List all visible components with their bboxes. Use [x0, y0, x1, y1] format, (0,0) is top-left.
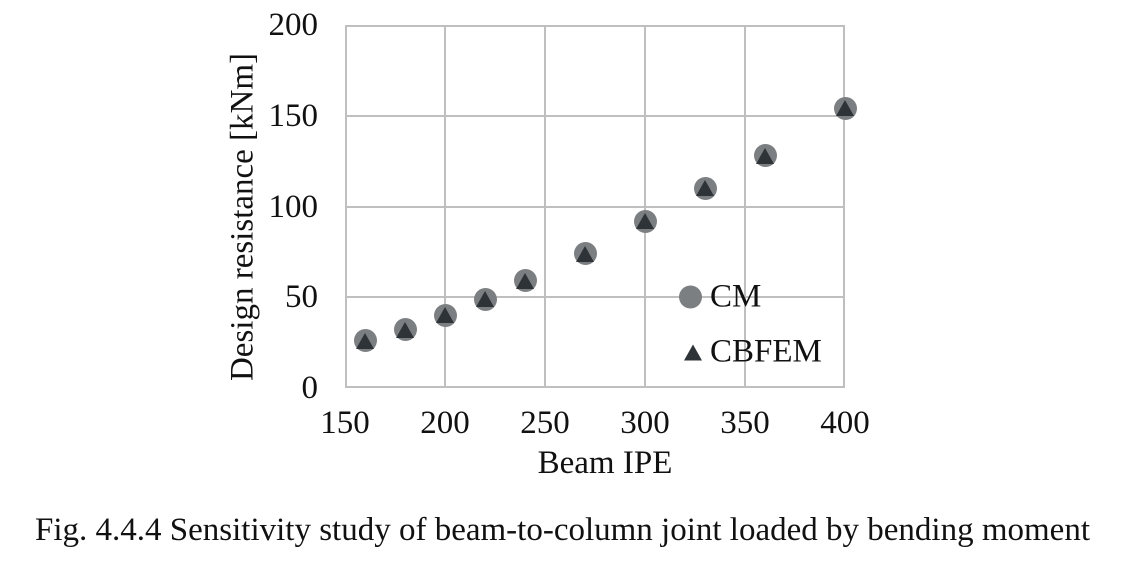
y-tick-label: 50 — [285, 279, 318, 316]
scatter-chart: Design resistance [kNm] Beam IPE 0 50 100 1… — [225, 7, 870, 481]
y-tick-label: 100 — [268, 188, 319, 225]
cbfem-triangle-icon — [684, 344, 702, 360]
cbfem-data-point — [576, 245, 594, 262]
x-tick-label: 400 — [820, 405, 870, 441]
x-tick-label: 300 — [620, 405, 670, 441]
cbfem-data-point — [696, 180, 714, 197]
legend-label-cbfem: CBFEM — [710, 333, 822, 370]
x-tick-label: 200 — [420, 405, 470, 441]
y-tick-label: 200 — [268, 7, 319, 43]
figure-caption: Fig. 4.4.4 Sensitivity study of beam-to-… — [35, 512, 1090, 548]
y-tick-label: 0 — [301, 370, 319, 406]
gridline-horizontal — [345, 296, 845, 299]
x-axis-title: Beam IPE — [537, 445, 673, 481]
legend-item-cbfem: CBFEM — [684, 334, 822, 371]
cbfem-data-point — [436, 307, 454, 324]
cbfem-data-point — [516, 272, 534, 289]
x-tick-label: 350 — [720, 405, 770, 441]
legend-label-cm: CM — [710, 278, 762, 315]
cbfem-data-point — [756, 147, 774, 164]
gridline-horizontal — [345, 205, 845, 208]
x-tick-label: 250 — [520, 405, 570, 441]
gridline-horizontal — [345, 114, 845, 117]
x-tick-label: 150 — [320, 405, 370, 441]
cbfem-data-point — [476, 291, 494, 308]
cbfem-data-point — [636, 213, 654, 230]
cm-circle-icon — [679, 285, 702, 309]
cbfem-data-point — [396, 321, 414, 338]
y-tick-label: 150 — [268, 97, 319, 134]
cbfem-data-point — [836, 100, 854, 117]
cbfem-data-point — [356, 332, 374, 349]
legend-item-cm: CM — [679, 279, 761, 316]
